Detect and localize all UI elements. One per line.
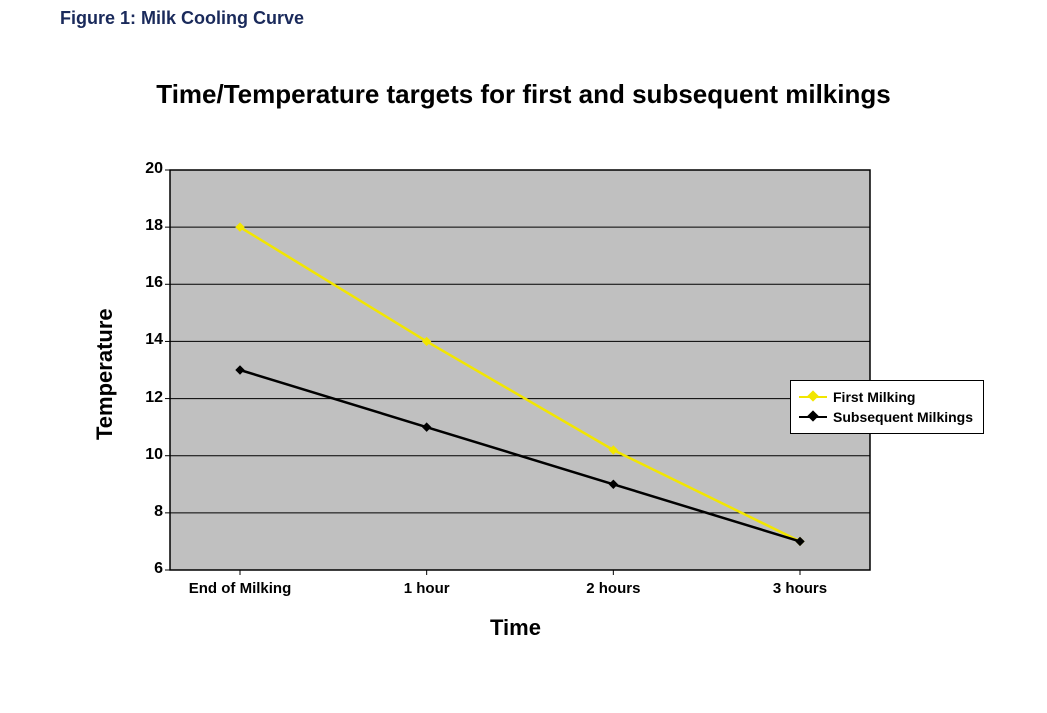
y-tick-label: 8 — [125, 503, 163, 521]
x-tick-label: 2 hours — [543, 580, 683, 597]
x-tick-label: 3 hours — [730, 580, 870, 597]
legend-label: First Milking — [833, 389, 915, 405]
y-tick-label: 14 — [125, 331, 163, 349]
legend-swatch — [799, 410, 827, 424]
legend-item: First Milking — [799, 387, 973, 407]
legend: First Milking Subsequent Milkings — [790, 380, 984, 434]
y-tick-label: 18 — [125, 217, 163, 235]
chart-title: Time/Temperature targets for first and s… — [0, 78, 1047, 111]
legend-item: Subsequent Milkings — [799, 407, 973, 427]
chart-area: 6 8 10 12 14 16 18 20 End of Milking 1 hour 2 hou… — [50, 160, 990, 690]
y-tick-label: 16 — [125, 274, 163, 292]
x-tick-label: End of Milking — [170, 580, 310, 597]
x-tick-label: 1 hour — [357, 580, 497, 597]
y-tick-label: 10 — [125, 446, 163, 464]
y-tick-label: 6 — [125, 560, 163, 578]
figure-caption: Figure 1: Milk Cooling Curve — [60, 8, 304, 29]
legend-swatch — [799, 390, 827, 404]
legend-label: Subsequent Milkings — [833, 409, 973, 425]
page-root: Figure 1: Milk Cooling Curve Time/Temper… — [0, 0, 1047, 713]
x-axis-label: Time — [490, 615, 541, 641]
y-axis-label: Temperature — [92, 308, 118, 440]
y-tick-label: 20 — [125, 160, 163, 178]
y-tick-label: 12 — [125, 389, 163, 407]
